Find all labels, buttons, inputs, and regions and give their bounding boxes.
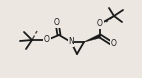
Text: O: O [111,39,117,48]
Text: O: O [97,19,103,28]
Polygon shape [84,34,101,42]
Text: O: O [44,35,50,45]
Text: O: O [54,18,60,27]
Text: N: N [68,38,74,46]
